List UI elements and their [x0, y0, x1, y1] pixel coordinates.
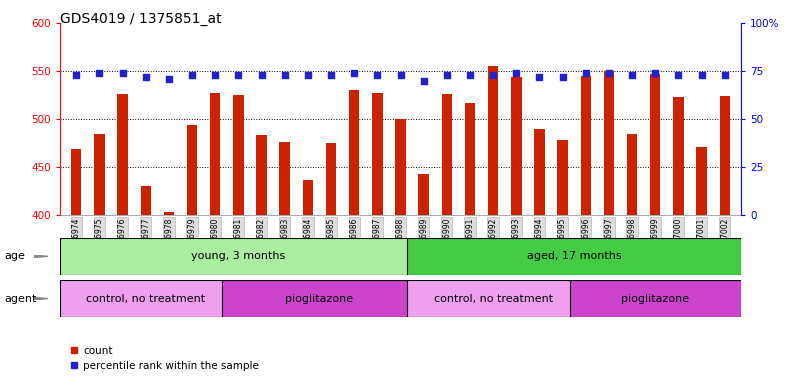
Point	[441, 72, 453, 78]
Bar	[696, 147, 706, 215]
Bar	[71, 149, 82, 215]
Bar	[395, 119, 406, 215]
Point	[256, 72, 268, 78]
Point	[695, 72, 708, 78]
Point	[556, 74, 569, 80]
Bar	[604, 71, 614, 215]
Point	[116, 70, 129, 76]
Bar	[418, 174, 429, 215]
Bar	[256, 136, 267, 215]
Point	[163, 76, 175, 82]
Point	[718, 72, 731, 78]
Point	[186, 72, 199, 78]
Point	[533, 74, 545, 80]
Text: control, no treatment: control, no treatment	[433, 293, 553, 304]
Point	[232, 72, 245, 78]
Bar	[627, 134, 638, 215]
Text: pioglitazone: pioglitazone	[285, 293, 353, 304]
Bar	[719, 96, 730, 215]
Bar	[326, 143, 336, 215]
Text: pioglitazone: pioglitazone	[622, 293, 690, 304]
Bar	[557, 140, 568, 215]
Point	[672, 72, 685, 78]
Bar	[441, 94, 452, 215]
Point	[510, 70, 523, 76]
Text: control, no treatment: control, no treatment	[87, 293, 205, 304]
Bar	[673, 97, 683, 215]
FancyBboxPatch shape	[570, 280, 741, 317]
FancyBboxPatch shape	[60, 280, 231, 317]
Polygon shape	[34, 297, 48, 300]
Bar	[118, 94, 128, 215]
Text: young, 3 months: young, 3 months	[191, 251, 285, 262]
Bar	[140, 186, 151, 215]
FancyBboxPatch shape	[60, 238, 417, 275]
Point	[487, 72, 500, 78]
FancyBboxPatch shape	[408, 280, 579, 317]
Bar	[581, 76, 591, 215]
Point	[602, 70, 615, 76]
Point	[139, 74, 152, 80]
Point	[649, 70, 662, 76]
Bar	[95, 134, 105, 215]
Point	[464, 72, 477, 78]
Bar	[650, 74, 661, 215]
Text: GDS4019 / 1375851_at: GDS4019 / 1375851_at	[60, 12, 222, 25]
Point	[417, 78, 430, 84]
Point	[371, 72, 384, 78]
Text: age: age	[4, 251, 25, 262]
Point	[579, 70, 592, 76]
Bar	[465, 103, 475, 215]
Bar	[303, 180, 313, 215]
Point	[324, 72, 337, 78]
Bar	[511, 77, 521, 215]
Point	[70, 72, 83, 78]
Point	[348, 70, 360, 76]
Point	[626, 72, 638, 78]
Bar	[163, 212, 174, 215]
Bar	[534, 129, 545, 215]
Bar	[210, 93, 220, 215]
Point	[93, 70, 106, 76]
Point	[394, 72, 407, 78]
Legend: count, percentile rank within the sample: count, percentile rank within the sample	[66, 341, 263, 375]
Bar	[488, 66, 498, 215]
Polygon shape	[34, 255, 48, 258]
Bar	[349, 90, 360, 215]
Point	[278, 72, 291, 78]
Bar	[372, 93, 383, 215]
Bar	[233, 95, 244, 215]
Point	[209, 72, 222, 78]
Text: agent: agent	[4, 293, 36, 304]
FancyBboxPatch shape	[408, 238, 741, 275]
Text: aged, 17 months: aged, 17 months	[527, 251, 622, 262]
Point	[301, 72, 314, 78]
Bar	[280, 142, 290, 215]
Bar	[187, 125, 197, 215]
FancyBboxPatch shape	[222, 280, 417, 317]
